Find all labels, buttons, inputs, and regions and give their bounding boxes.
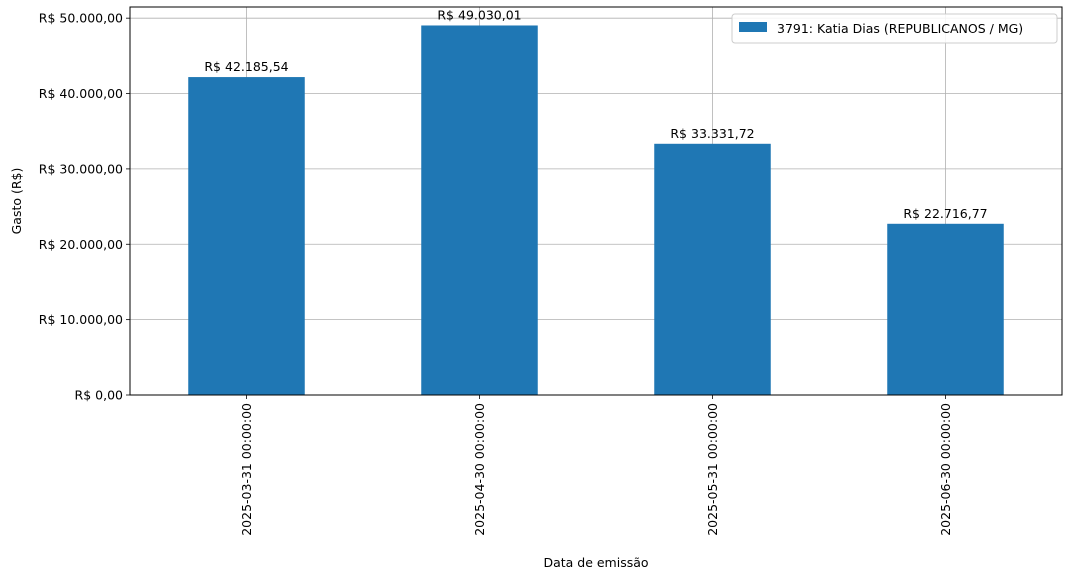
- legend-entry: 3791: Katia Dias (REPUBLICANOS / MG): [777, 21, 1023, 36]
- bar-value-label: R$ 49.030,01: [437, 7, 521, 22]
- legend-swatch: [739, 22, 767, 32]
- y-tick-label: R$ 0,00: [75, 388, 123, 403]
- y-tick-label: R$ 30.000,00: [39, 161, 123, 176]
- bar-value-label: R$ 42.185,54: [204, 59, 288, 74]
- y-tick-label: R$ 20.000,00: [39, 237, 123, 252]
- bar: [188, 77, 305, 395]
- y-axis-ticks: R$ 0,00 R$ 10.000,00 R$ 20.000,00 R$ 30.000…: [39, 11, 130, 403]
- bar: [887, 223, 1004, 395]
- x-tick-label: 2025-06-30 00:00:00: [938, 403, 953, 536]
- x-tick-label: 2025-03-31 00:00:00: [239, 403, 254, 536]
- bar-value-label: R$ 22.716,77: [903, 206, 987, 221]
- bar: [654, 143, 771, 395]
- y-tick-label: R$ 40.000,00: [39, 86, 123, 101]
- x-axis-label: Data de emissão: [543, 555, 648, 570]
- plot-frame: [129, 6, 1063, 396]
- bar-value-labels: R$ 42.185,54 R$ 49.030,01 R$ 33.331,72 R$ 2…: [204, 7, 987, 220]
- x-tick-label: 2025-05-31 00:00:00: [705, 403, 720, 536]
- bar: [421, 25, 538, 395]
- x-tick-label: 2025-04-30 00:00:00: [472, 403, 487, 536]
- bar-value-label: R$ 33.331,72: [670, 126, 754, 141]
- y-tick-label: R$ 10.000,00: [39, 312, 123, 327]
- x-axis-ticks: 2025-03-31 00:00:00 2025-04-30 00:00:00 20…: [239, 395, 953, 536]
- legend-frame: [731, 13, 1058, 44]
- bars: [188, 25, 1004, 395]
- y-tick-label: R$ 50.000,00: [39, 11, 123, 26]
- legend: 3791: Katia Dias (REPUBLICANOS / MG): [731, 13, 1058, 44]
- y-axis-label: Gasto (R$): [9, 168, 24, 235]
